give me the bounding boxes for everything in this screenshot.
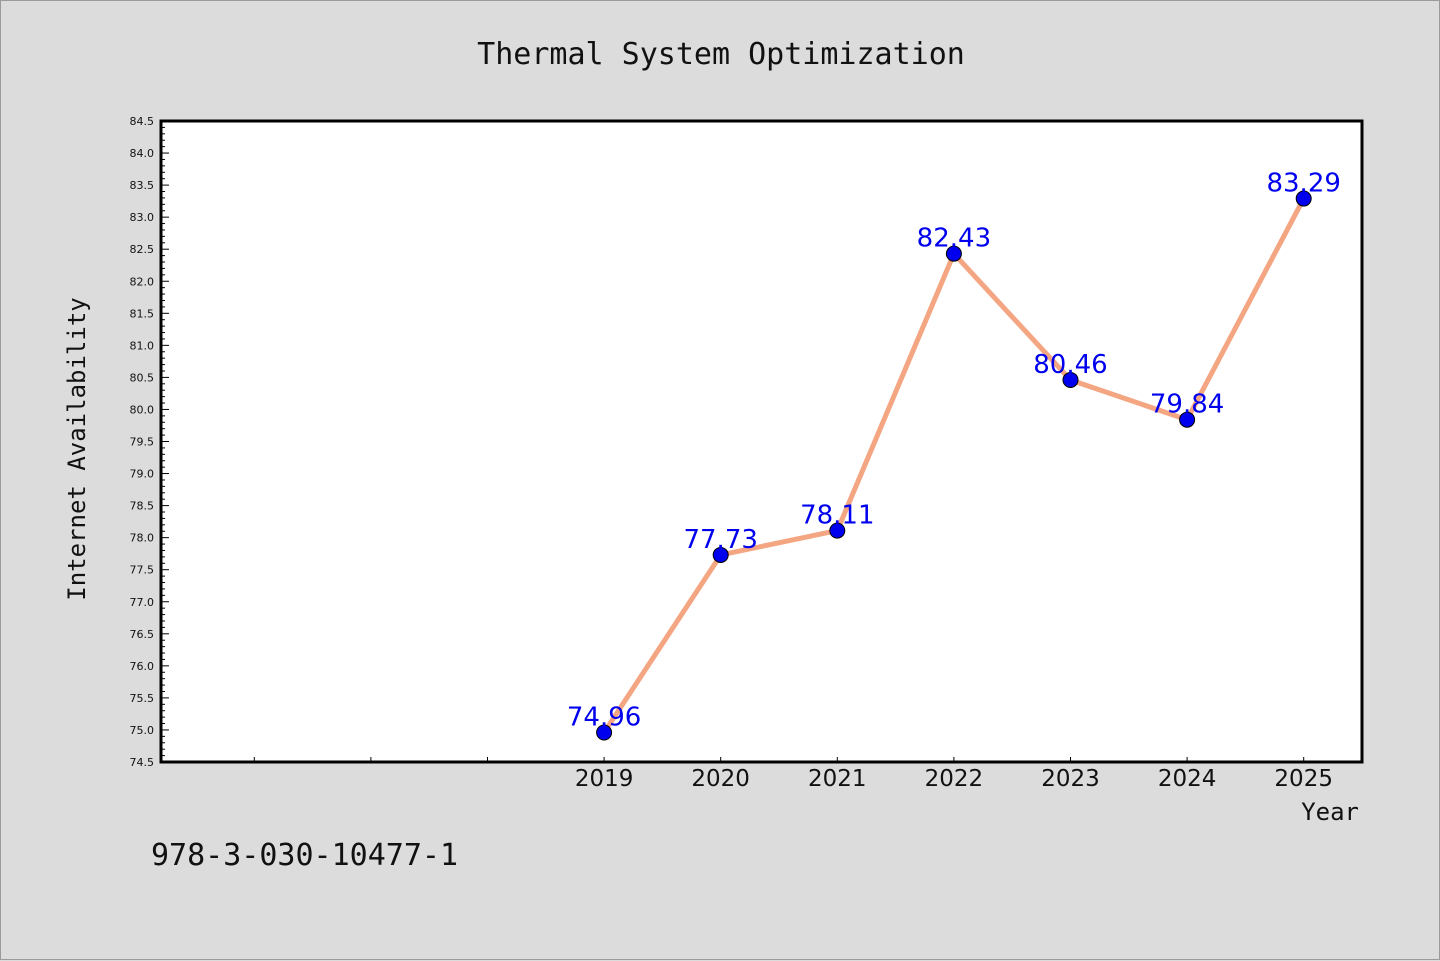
data-label: 77.73 [683, 525, 757, 555]
data-series: 74.96 77.73 78.11 82.43 80.46 79.84 83.29 [567, 169, 1341, 741]
y-tick-label: 79.5 [130, 436, 155, 449]
x-axis-label: Year [1301, 798, 1359, 826]
x-axis: 2019 2020 2021 2022 2023 2024 2025 [253, 757, 1333, 792]
y-tick-label: 76.5 [130, 628, 155, 641]
data-point [945, 245, 962, 262]
y-tick-label: 76.0 [130, 660, 155, 673]
y-tick-label: 84.0 [130, 147, 155, 160]
x-tick-label: 2019 [575, 766, 634, 792]
data-label: 78.11 [800, 501, 874, 531]
y-tick-label: 75.0 [130, 724, 155, 737]
y-tick-label: 84.5 [130, 115, 155, 128]
data-label: 79.84 [1150, 390, 1224, 420]
data-point [712, 546, 729, 563]
y-tick-label: 83.5 [130, 179, 155, 192]
y-tick-label: 82.0 [130, 275, 155, 288]
data-point [596, 724, 613, 741]
x-tick-label: 2021 [808, 766, 867, 792]
y-tick-label: 75.5 [130, 692, 155, 705]
chart-title: Thermal System Optimization [477, 37, 965, 72]
y-tick-label: 80.5 [130, 371, 155, 384]
x-tick-label: 2023 [1041, 766, 1100, 792]
plot-area [159, 119, 1364, 764]
data-label: 83.29 [1266, 169, 1340, 199]
isbn-watermark: 978-3-030-10477-1 [151, 838, 458, 873]
y-tick-label: 77.0 [130, 596, 155, 609]
y-tick-label: 77.5 [130, 564, 155, 577]
data-point [1062, 371, 1079, 388]
data-point [829, 522, 846, 539]
x-tick-label: 2025 [1274, 766, 1333, 792]
data-label: 82.43 [917, 224, 991, 254]
data-label: 80.46 [1033, 350, 1107, 380]
data-label: 74.96 [567, 703, 641, 733]
y-tick-label: 81.5 [130, 307, 155, 320]
y-axis-label: Internet Availability [63, 297, 91, 600]
y-tick-label: 78.0 [130, 532, 155, 545]
y-tick-label: 78.5 [130, 500, 155, 513]
data-point [1179, 411, 1196, 428]
y-tick-label: 82.5 [130, 243, 155, 256]
y-tick-label: 74.5 [130, 756, 155, 769]
data-point [1295, 190, 1312, 207]
y-tick-label: 80.0 [130, 403, 155, 416]
y-axis: 74.5 75.0 75.5 76.0 76.5 77.0 77.5 78.0 78.5 79.0… [130, 115, 169, 769]
x-tick-label: 2024 [1158, 766, 1217, 792]
y-tick-label: 79.0 [130, 468, 155, 481]
y-tick-label: 81.0 [130, 339, 155, 352]
y-tick-label: 83.0 [130, 211, 155, 224]
x-tick-label: 2022 [925, 766, 984, 792]
x-tick-label: 2020 [691, 766, 750, 792]
